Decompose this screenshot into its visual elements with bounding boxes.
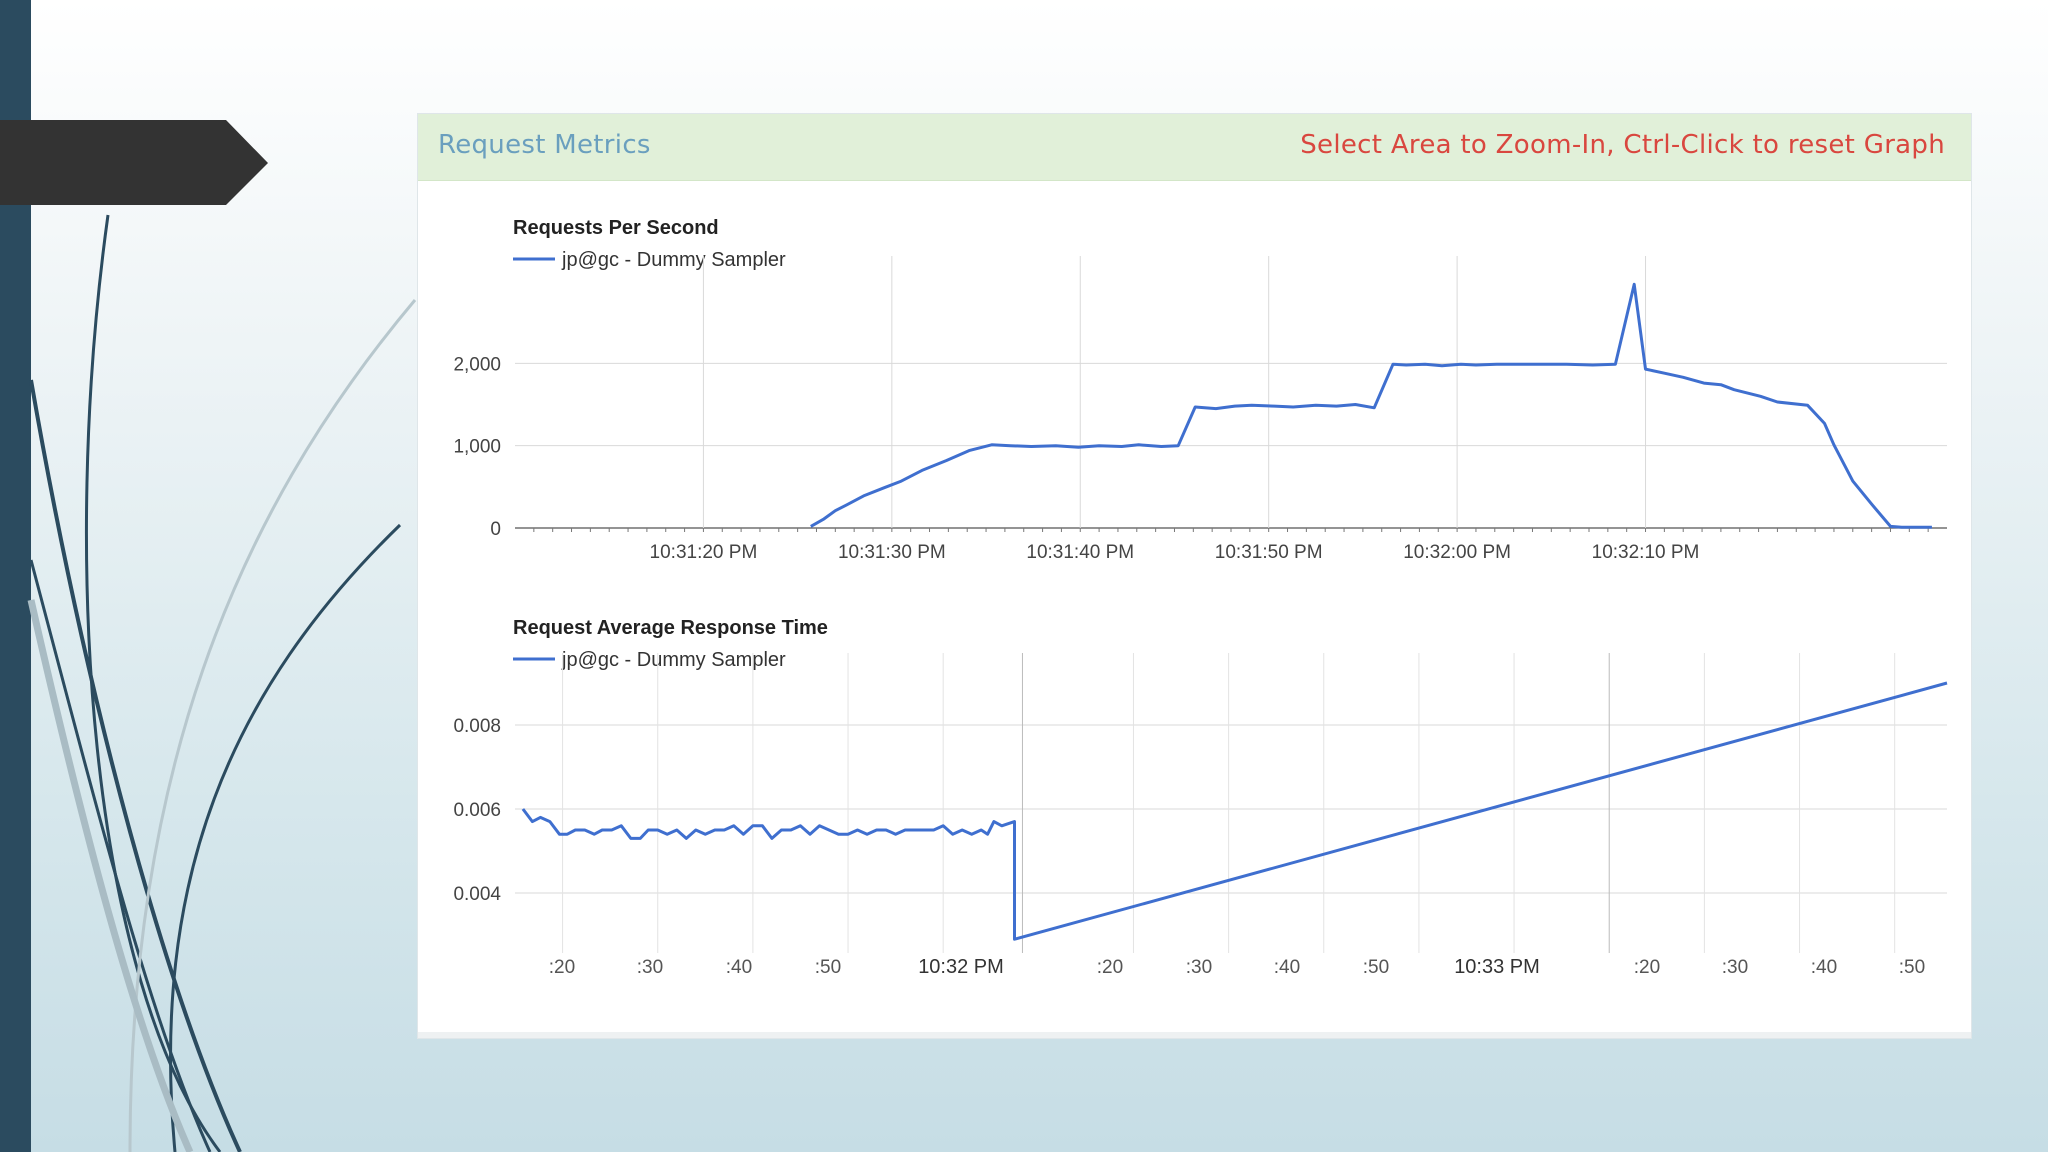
- y-tick-label: 0.004: [453, 884, 501, 905]
- y-tick-label: 0.006: [453, 800, 501, 821]
- swoosh-curve-5: [128, 299, 417, 1152]
- request-metrics-panel: Request Metrics Select Area to Zoom-In, …: [417, 113, 1972, 1039]
- y-tick-label: 2,000: [453, 354, 501, 375]
- x-major-tick-label: 10:32 PM: [918, 956, 1004, 978]
- swoosh-curve-3: [29, 559, 212, 1152]
- x-tick-label: 10:31:20 PM: [650, 542, 758, 563]
- x-tick-label: :30: [1722, 957, 1748, 978]
- y-tick-label: 1,000: [453, 437, 501, 458]
- response-time-chart[interactable]: Request Average Response Time jp@gc - Dum…: [453, 617, 1948, 978]
- x-tick-label: :50: [815, 957, 841, 978]
- x-tick-label: :50: [1899, 957, 1925, 978]
- x-tick-label: :50: [1363, 957, 1389, 978]
- panel-footer: [418, 1032, 1971, 1038]
- x-tick-label: :20: [1097, 957, 1123, 978]
- zoom-hint-text: Select Area to Zoom-In, Ctrl-Click to re…: [1300, 130, 1945, 160]
- swoosh-curve-6: [27, 599, 194, 1152]
- y-tick-label: 0.008: [453, 716, 501, 737]
- swoosh-curve-1: [84, 214, 222, 1152]
- x-tick-label: 10:32:00 PM: [1403, 542, 1511, 563]
- x-tick-label: :30: [637, 957, 663, 978]
- panel-header: Request Metrics Select Area to Zoom-In, …: [418, 114, 1971, 181]
- x-tick-label: :40: [1274, 957, 1300, 978]
- x-tick-label: 10:31:40 PM: [1026, 542, 1134, 563]
- swoosh-curve-4: [169, 523, 402, 1152]
- x-tick-label: :30: [1186, 957, 1212, 978]
- series-line-requests: [810, 282, 1932, 529]
- x-major-tick-label: 10:33 PM: [1454, 956, 1540, 978]
- chart-title: Request Average Response Time: [513, 617, 828, 639]
- swoosh-curve-2: [29, 379, 242, 1152]
- x-tick-label: 10:32:10 PM: [1592, 542, 1700, 563]
- requests-per-second-chart[interactable]: Requests Per Second jp@gc - Dummy Sampler…: [453, 217, 1947, 563]
- x-tick-label: :20: [549, 957, 575, 978]
- panel-title: Request Metrics: [438, 130, 651, 160]
- x-tick-label: :20: [1634, 957, 1660, 978]
- legend-label: jp@gc - Dummy Sampler: [561, 249, 786, 271]
- x-tick-label: 10:31:30 PM: [838, 542, 946, 563]
- x-tick-label: :40: [1811, 957, 1837, 978]
- metrics-charts[interactable]: Requests Per Second jp@gc - Dummy Sampler…: [417, 113, 1972, 1039]
- x-tick-label: :40: [726, 957, 752, 978]
- chart-title: Requests Per Second: [513, 217, 719, 239]
- legend-label: jp@gc - Dummy Sampler: [561, 649, 786, 671]
- slide-title-arrow: [0, 120, 268, 205]
- y-tick-label: 0: [490, 519, 501, 540]
- series-line-response-time: [521, 681, 1948, 941]
- x-tick-label: 10:31:50 PM: [1215, 542, 1323, 563]
